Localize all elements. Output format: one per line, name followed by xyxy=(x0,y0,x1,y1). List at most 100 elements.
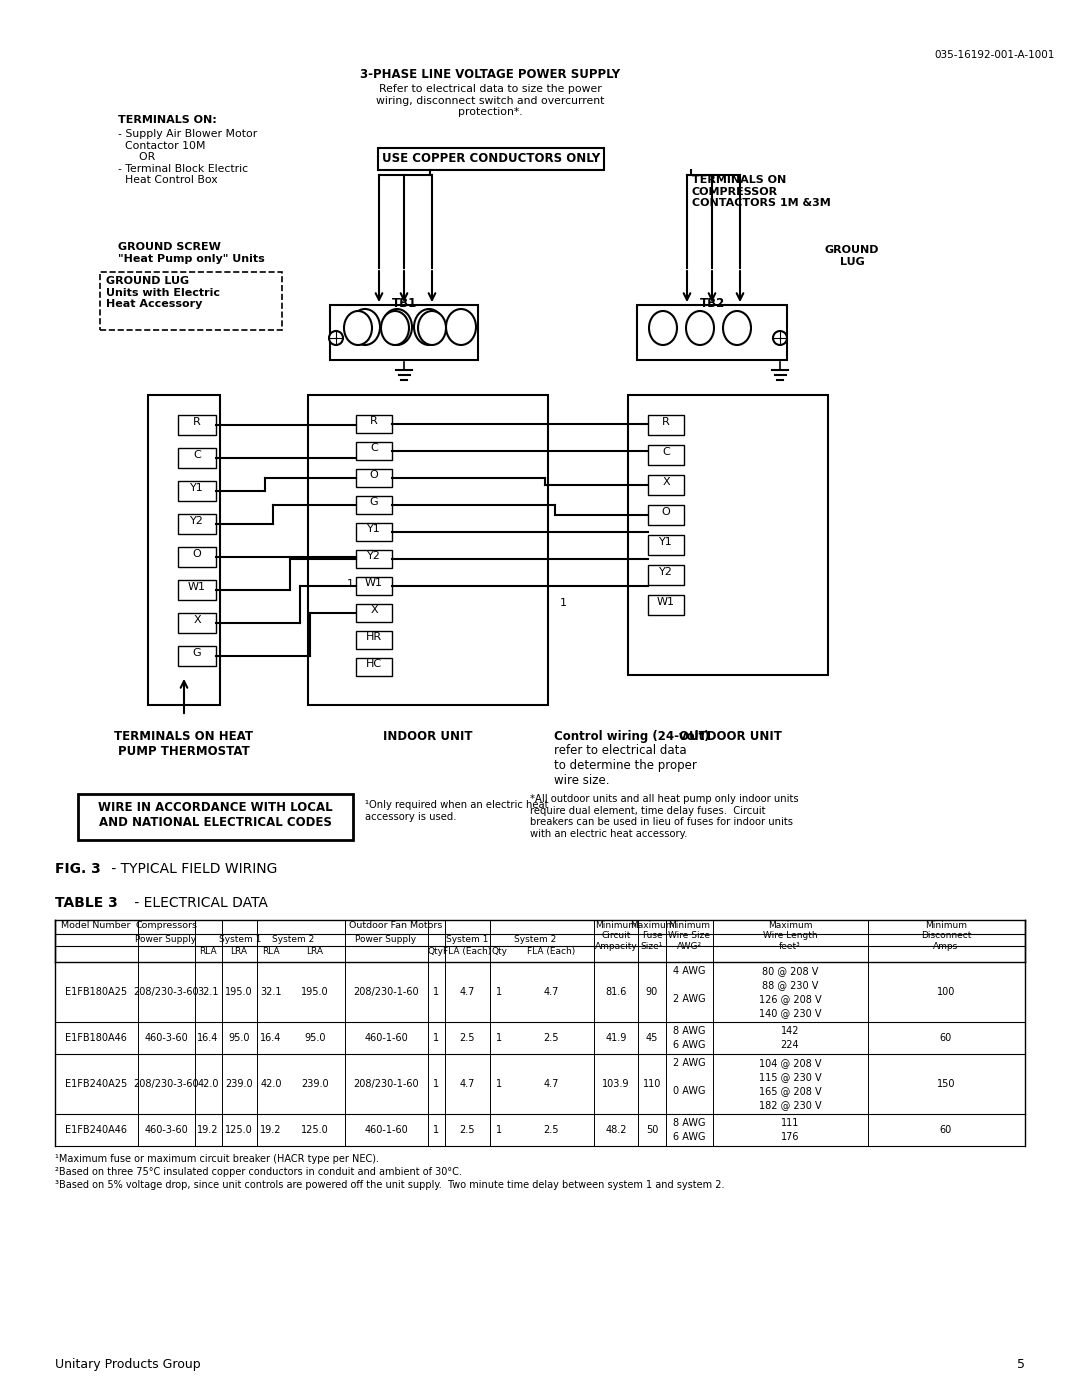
Text: 239.0: 239.0 xyxy=(301,1078,328,1090)
Text: 1: 1 xyxy=(433,1078,440,1090)
Text: 4.7: 4.7 xyxy=(459,1078,475,1090)
Text: 1: 1 xyxy=(496,1078,502,1090)
Text: 48.2: 48.2 xyxy=(605,1125,626,1134)
Text: 126 @ 208 V: 126 @ 208 V xyxy=(758,995,821,1004)
Text: System 2: System 2 xyxy=(514,935,556,944)
Text: TERMINALS ON:: TERMINALS ON: xyxy=(118,115,217,124)
Text: 224: 224 xyxy=(781,1039,799,1051)
Ellipse shape xyxy=(723,312,751,345)
Text: 208/230-3-60: 208/230-3-60 xyxy=(133,988,199,997)
Text: Minimum
Disconnect
Amps: Minimum Disconnect Amps xyxy=(921,921,971,951)
Text: USE COPPER CONDUCTORS ONLY: USE COPPER CONDUCTORS ONLY xyxy=(382,152,600,165)
Text: 150: 150 xyxy=(936,1078,955,1090)
Text: LRA: LRA xyxy=(230,947,247,956)
Text: 142: 142 xyxy=(781,1025,799,1037)
Text: 1: 1 xyxy=(433,988,440,997)
Text: 1: 1 xyxy=(347,578,354,590)
Text: TB1: TB1 xyxy=(391,298,417,310)
Text: Compressors: Compressors xyxy=(135,921,197,930)
Text: 2 AWG: 2 AWG xyxy=(673,1058,705,1067)
Text: O: O xyxy=(662,507,671,517)
Text: 4.7: 4.7 xyxy=(543,1078,558,1090)
Bar xyxy=(178,548,216,567)
Ellipse shape xyxy=(382,309,411,345)
Text: C: C xyxy=(370,443,378,453)
Text: W1: W1 xyxy=(365,578,383,588)
Text: 195.0: 195.0 xyxy=(301,988,328,997)
Bar xyxy=(178,415,216,434)
Text: GROUND SCREW
"Heat Pump only" Units: GROUND SCREW "Heat Pump only" Units xyxy=(118,242,265,264)
Text: ²Based on three 75°C insulated copper conductors in conduit and ambient of 30°C.: ²Based on three 75°C insulated copper co… xyxy=(55,1166,462,1178)
Ellipse shape xyxy=(773,331,787,345)
Bar xyxy=(178,448,216,468)
Text: TABLE 3: TABLE 3 xyxy=(55,895,118,909)
Text: ¹Maximum fuse or maximum circuit breaker (HACR type per NEC).: ¹Maximum fuse or maximum circuit breaker… xyxy=(55,1154,379,1164)
Ellipse shape xyxy=(446,309,476,345)
Text: 50: 50 xyxy=(646,1125,658,1134)
Text: 6 AWG: 6 AWG xyxy=(673,1039,705,1051)
Text: Power Supply: Power Supply xyxy=(355,935,417,944)
Text: *All outdoor units and all heat pump only indoor units
require dual element, tim: *All outdoor units and all heat pump onl… xyxy=(530,793,798,838)
Text: E1FB240A46: E1FB240A46 xyxy=(65,1125,127,1134)
Text: 125.0: 125.0 xyxy=(301,1125,329,1134)
Text: G: G xyxy=(192,648,201,658)
Text: System 1: System 1 xyxy=(219,935,261,944)
Text: Control wiring (24-volt): Control wiring (24-volt) xyxy=(554,731,710,743)
Text: 125.0: 125.0 xyxy=(225,1125,253,1134)
Text: Y2: Y2 xyxy=(190,515,204,527)
Text: Y1: Y1 xyxy=(190,483,204,493)
Bar xyxy=(648,446,684,465)
Text: Maximum
Fuse
Size¹: Maximum Fuse Size¹ xyxy=(630,921,674,951)
Text: 19.2: 19.2 xyxy=(260,1125,282,1134)
Bar xyxy=(356,441,392,460)
Bar xyxy=(627,395,828,675)
Text: C: C xyxy=(193,450,201,460)
Bar xyxy=(356,577,392,595)
Text: Qty: Qty xyxy=(428,947,444,956)
Text: 0 AWG: 0 AWG xyxy=(673,1085,705,1097)
Bar xyxy=(648,415,684,434)
Bar xyxy=(648,475,684,495)
Bar xyxy=(356,658,392,676)
Text: Model Number: Model Number xyxy=(62,921,131,930)
Text: 1: 1 xyxy=(496,1032,502,1044)
Text: OUTDOOR UNIT: OUTDOOR UNIT xyxy=(678,731,782,743)
Text: 460-1-60: 460-1-60 xyxy=(364,1125,408,1134)
Text: 2.5: 2.5 xyxy=(459,1125,475,1134)
Ellipse shape xyxy=(418,312,446,345)
Text: 208/230-1-60: 208/230-1-60 xyxy=(353,1078,419,1090)
Text: C: C xyxy=(662,447,670,457)
Text: TERMINALS ON HEAT
PUMP THERMOSTAT: TERMINALS ON HEAT PUMP THERMOSTAT xyxy=(114,731,254,759)
Text: Y1: Y1 xyxy=(367,524,381,534)
Ellipse shape xyxy=(329,331,343,345)
Text: X: X xyxy=(193,615,201,624)
Bar xyxy=(356,496,392,514)
Text: System 2: System 2 xyxy=(272,935,314,944)
Text: FLA (Each): FLA (Each) xyxy=(527,947,576,956)
Text: 90: 90 xyxy=(646,988,658,997)
Bar xyxy=(637,305,787,360)
Text: 45: 45 xyxy=(646,1032,658,1044)
Bar xyxy=(100,272,282,330)
Text: - Supply Air Blower Motor
  Contactor 10M
      OR
- Terminal Block Electric
  H: - Supply Air Blower Motor Contactor 10M … xyxy=(118,129,257,186)
Ellipse shape xyxy=(414,309,444,345)
Bar xyxy=(178,613,216,633)
Text: 2.5: 2.5 xyxy=(459,1032,475,1044)
Text: R: R xyxy=(662,416,670,427)
Ellipse shape xyxy=(345,312,372,345)
Text: 1: 1 xyxy=(433,1032,440,1044)
Text: 16.4: 16.4 xyxy=(260,1032,282,1044)
Text: ¹Only required when an electric heat
accessory is used.: ¹Only required when an electric heat acc… xyxy=(365,800,549,821)
Text: Qty: Qty xyxy=(491,947,507,956)
Text: 80 @ 208 V: 80 @ 208 V xyxy=(761,965,819,977)
Text: 239.0: 239.0 xyxy=(226,1078,253,1090)
Text: 111: 111 xyxy=(781,1118,799,1127)
Text: GROUND
LUG: GROUND LUG xyxy=(825,244,879,267)
Bar xyxy=(330,305,478,360)
Bar xyxy=(648,504,684,525)
Bar xyxy=(648,595,684,615)
Bar xyxy=(148,395,220,705)
Text: Y2: Y2 xyxy=(367,550,381,562)
Text: refer to electrical data
to determine the proper
wire size.: refer to electrical data to determine th… xyxy=(554,745,697,787)
Text: E1FB180A25: E1FB180A25 xyxy=(65,988,127,997)
